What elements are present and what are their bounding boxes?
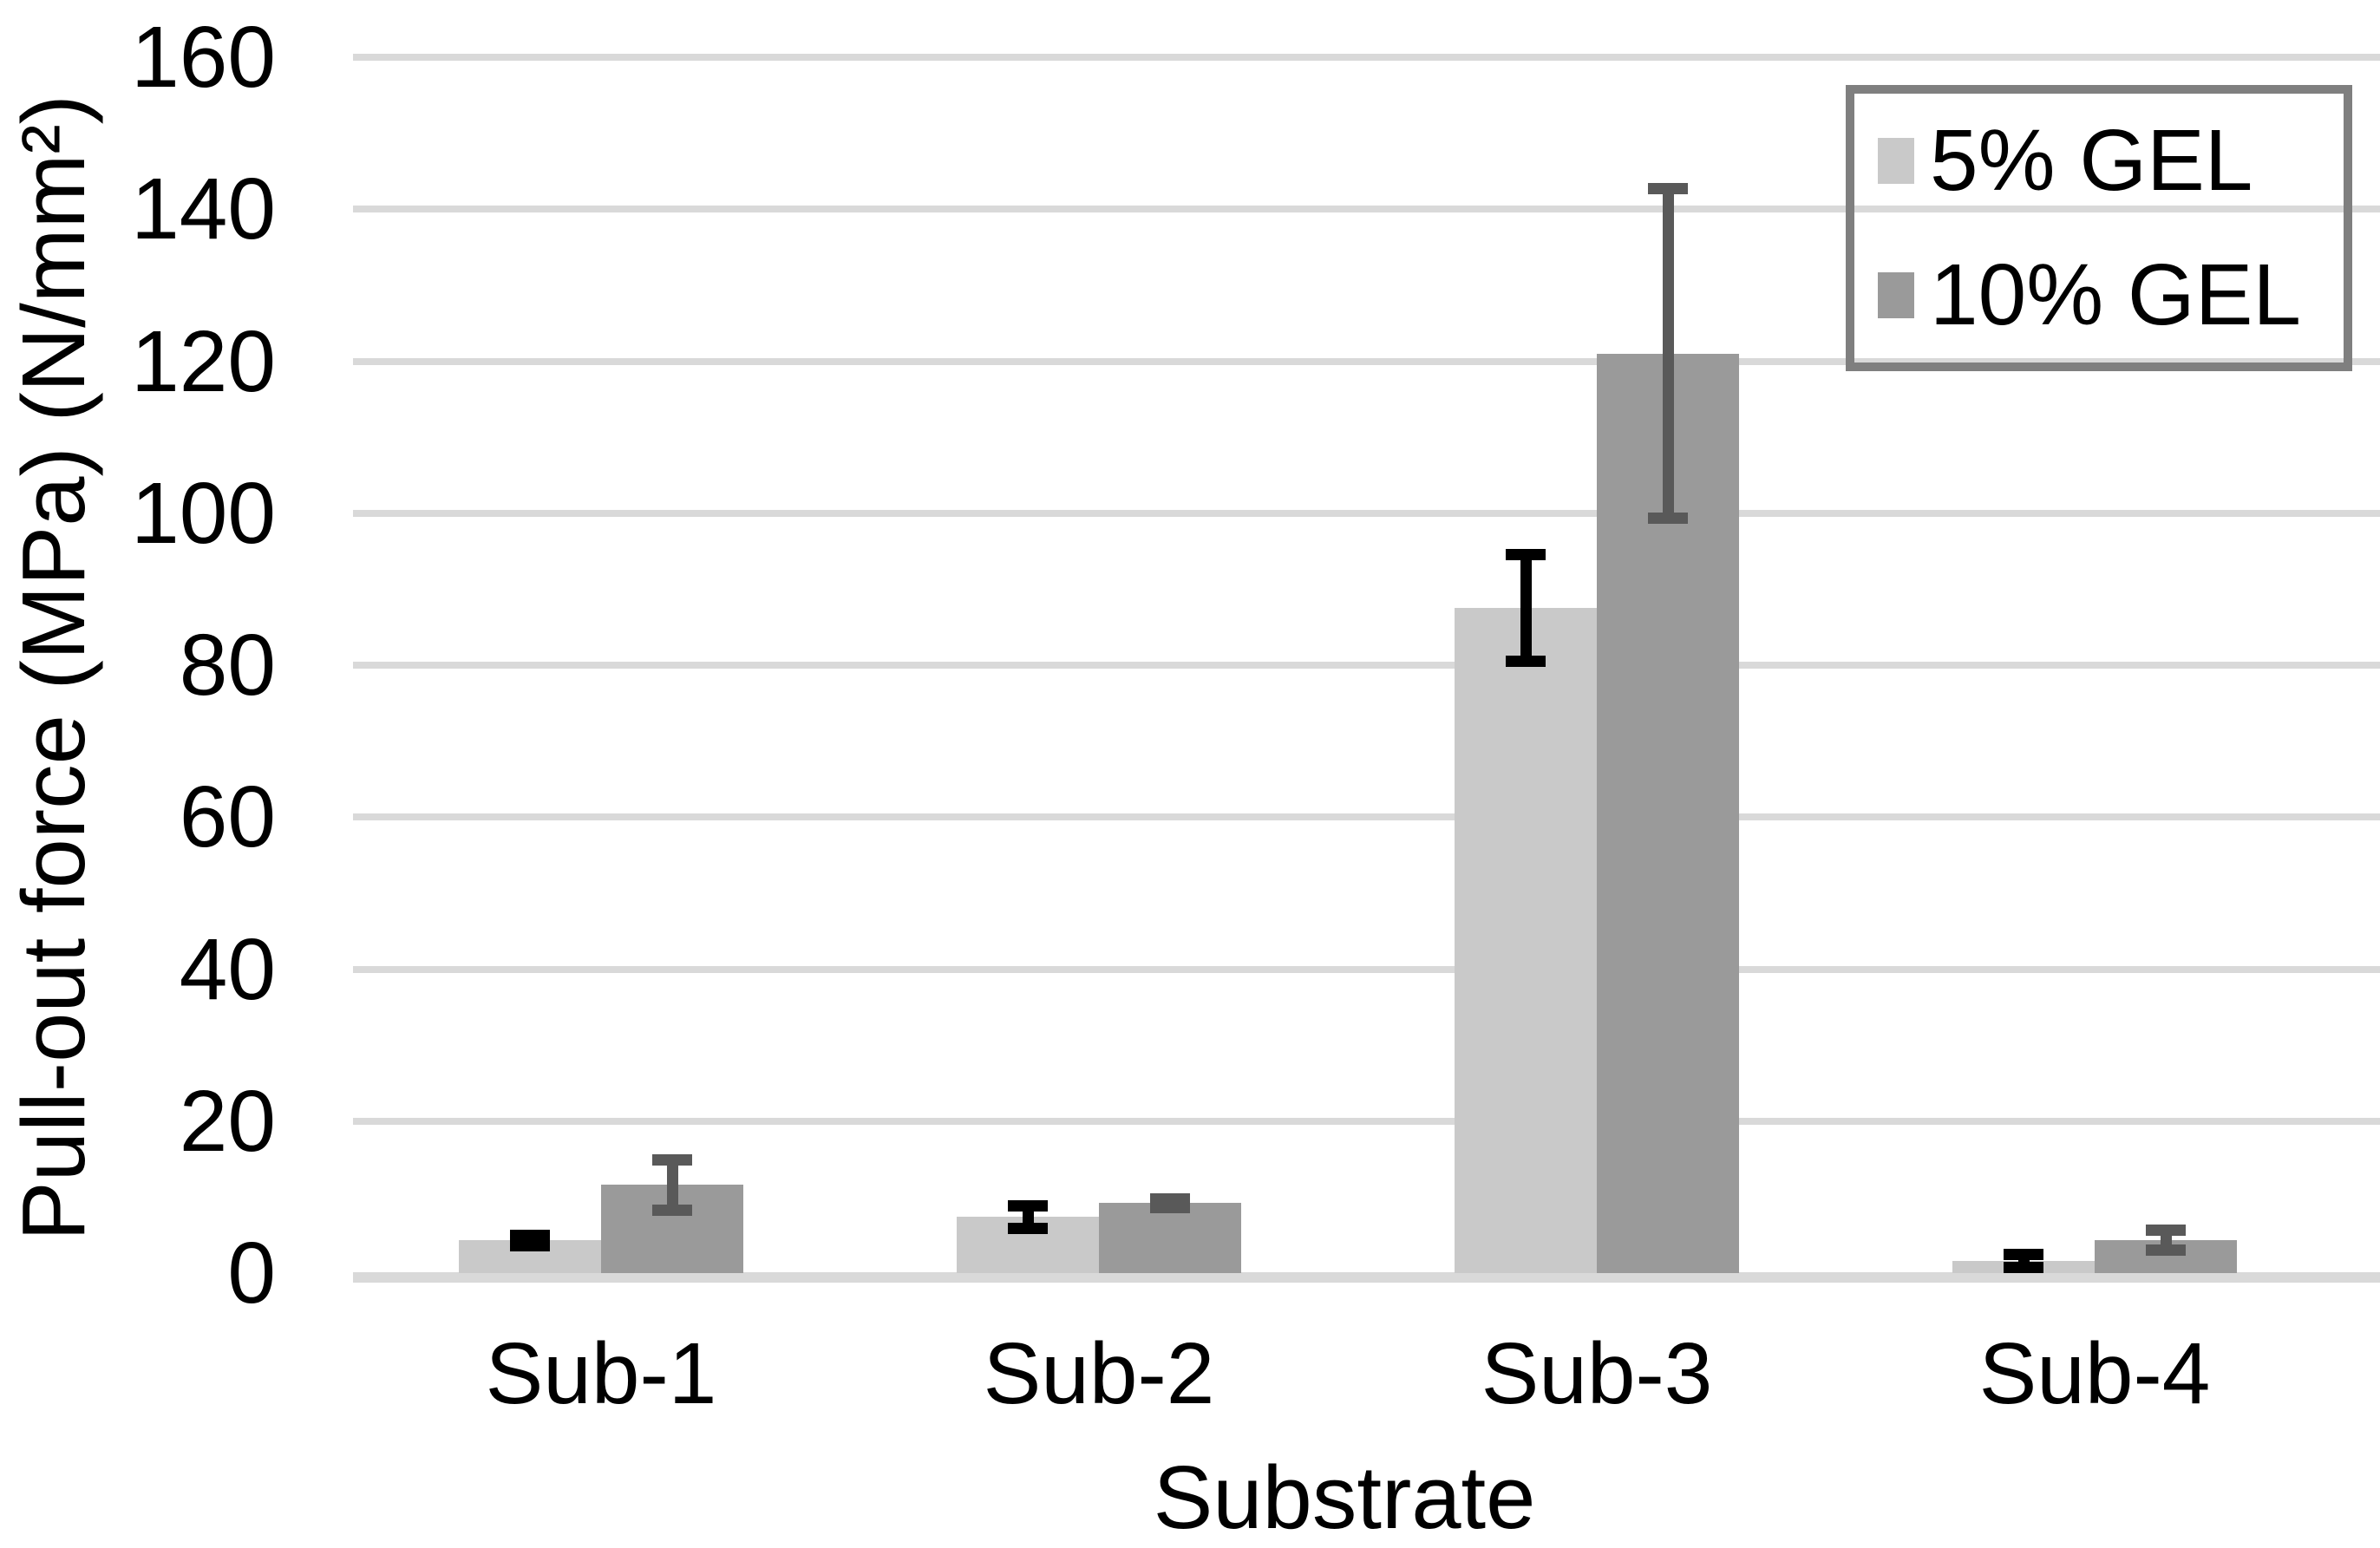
error-bar-cap	[2146, 1244, 2186, 1257]
gridline	[353, 54, 2380, 61]
gridline	[353, 509, 2380, 517]
gridline	[353, 965, 2380, 973]
error-bar-cap	[2004, 1248, 2043, 1260]
gridline	[353, 206, 2380, 213]
legend-item-10pct-gel: 10% GEL	[1854, 228, 2344, 363]
error-bar-cap	[2146, 1225, 2186, 1237]
gridline	[353, 813, 2380, 821]
error-bar-cap	[1150, 1202, 1190, 1214]
error-bar-line	[1022, 1205, 1034, 1229]
x-axis-line	[353, 1272, 2380, 1283]
error-bar-cap	[652, 1153, 692, 1166]
error-bar-cap	[1648, 183, 1688, 195]
error-bar-cap	[1506, 549, 1546, 561]
legend-swatch-10pct-gel	[1878, 272, 1914, 318]
bar-sub-2-10-gel	[1099, 1203, 1241, 1273]
error-bar-line	[666, 1159, 678, 1211]
gridline	[353, 662, 2380, 669]
error-bar-cap	[1506, 656, 1546, 668]
legend: 5% GEL 10% GEL	[1846, 85, 2352, 371]
y-tick-label: 160	[131, 9, 276, 106]
error-bar-cap	[1008, 1222, 1048, 1234]
error-bar-cap	[2004, 1262, 2043, 1274]
y-tick-label: 60	[179, 768, 276, 866]
x-category-label: Sub-2	[983, 1325, 1215, 1422]
x-category-label: Sub-4	[1978, 1325, 2211, 1422]
legend-label-5pct-gel: 5% GEL	[1930, 112, 2253, 209]
x-category-label: Sub-1	[485, 1325, 717, 1422]
error-bar-line	[1662, 188, 1674, 519]
y-tick-label: 140	[131, 160, 276, 258]
error-bar-cap	[510, 1229, 550, 1241]
bar-sub-3-5-gel	[1455, 608, 1597, 1273]
error-bar-cap	[1008, 1199, 1048, 1212]
legend-label-10pct-gel: 10% GEL	[1930, 246, 2302, 343]
error-bar-cap	[652, 1204, 692, 1216]
y-tick-label: 100	[131, 464, 276, 562]
x-axis-title: Substrate	[1153, 1447, 1536, 1547]
gridline	[353, 357, 2380, 365]
y-tick-label: 80	[179, 617, 276, 714]
x-category-label: Sub-3	[1481, 1325, 1713, 1422]
error-bar-line	[1520, 554, 1532, 662]
y-tick-label: 40	[179, 920, 276, 1018]
legend-item-5pct-gel: 5% GEL	[1854, 94, 2344, 228]
y-axis-title: Pull-out force (MPa) (N/mm²)	[3, 95, 103, 1241]
error-bar-cap	[1150, 1192, 1190, 1205]
error-bar-cap	[1648, 513, 1688, 525]
y-tick-label: 20	[179, 1072, 276, 1170]
y-tick-label: 0	[227, 1225, 276, 1322]
gridline	[353, 1117, 2380, 1125]
error-bar-cap	[510, 1239, 550, 1251]
y-tick-label: 120	[131, 312, 276, 410]
legend-swatch-5pct-gel	[1878, 138, 1914, 184]
